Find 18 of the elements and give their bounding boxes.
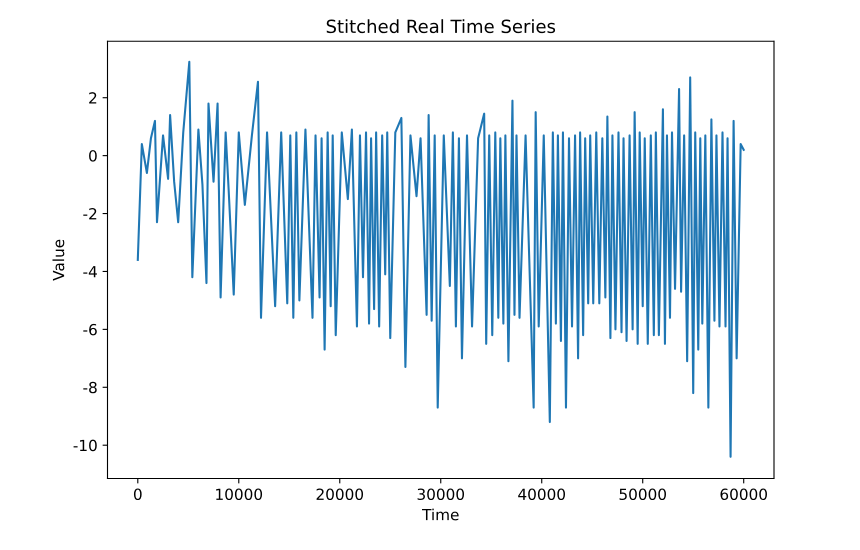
x-tick-label: 20000 xyxy=(316,488,364,500)
x-tick-label: 30000 xyxy=(418,488,464,500)
x-tick-label: 60000 xyxy=(720,488,767,500)
y-tick-label: -8 xyxy=(83,382,97,394)
y-tick-label: -2 xyxy=(83,208,96,220)
y-tick-label: -10 xyxy=(74,440,97,452)
y-tick-label: 0 xyxy=(89,150,97,162)
x-tick-label: 10000 xyxy=(216,488,262,500)
x-tick-label: 50000 xyxy=(620,488,666,500)
x-tick-label: 40000 xyxy=(518,488,566,500)
y-tick-label: -6 xyxy=(83,324,97,336)
x-axis-title: Time xyxy=(422,508,459,520)
y-tick-label: -4 xyxy=(83,266,97,278)
x-tick-label: 0 xyxy=(134,488,142,500)
y-tick-label: 2 xyxy=(89,92,96,104)
y-axis-title: Value xyxy=(52,240,64,281)
line-series xyxy=(136,60,745,458)
chart-title: Stitched Real Time Series xyxy=(326,19,556,34)
